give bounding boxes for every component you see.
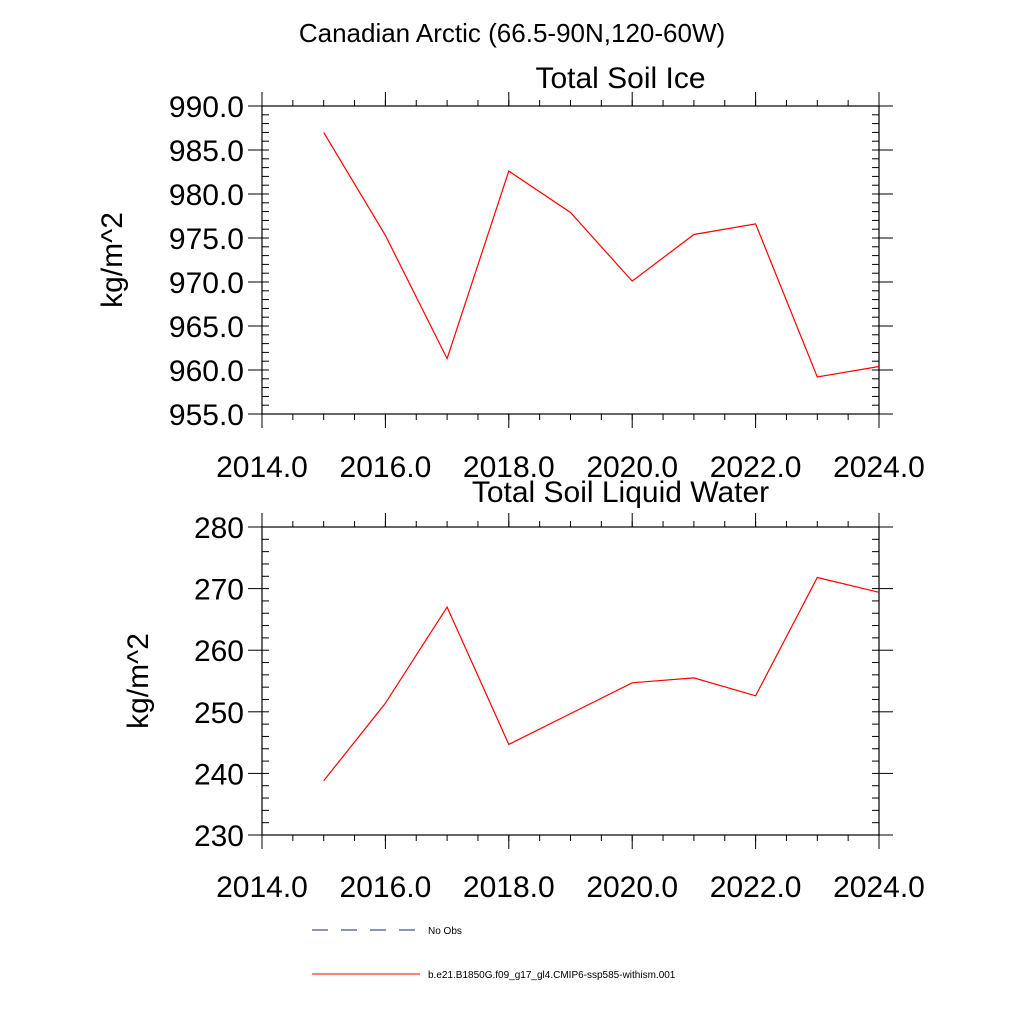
y-tick-label: 990.0 bbox=[169, 91, 244, 124]
figure-title: Canadian Arctic (66.5-90N,120-60W) bbox=[299, 18, 725, 48]
x-tick-label: 2020.0 bbox=[586, 451, 678, 484]
series-line bbox=[323, 132, 880, 378]
x-tick-label: 2014.0 bbox=[216, 871, 308, 904]
chart-panel-1: Total Soil Ice kg/m^2 2014.0 2016.0 2018.0 20… bbox=[96, 62, 925, 484]
x-tick-label: 2022.0 bbox=[710, 451, 802, 484]
y-tick-label: 240 bbox=[194, 758, 244, 791]
y-tick-label: 280 bbox=[194, 512, 244, 545]
x-tick-label: 2016.0 bbox=[340, 871, 432, 904]
series-line bbox=[323, 576, 880, 782]
y-tick-label: 260 bbox=[194, 635, 244, 668]
y-tick-label: 270 bbox=[194, 574, 244, 607]
chart-title: Total Soil Liquid Water bbox=[472, 476, 769, 509]
legend-label: No Obs bbox=[428, 926, 462, 937]
x-tick-label: 2014.0 bbox=[216, 451, 308, 484]
y-tick-label: 985.0 bbox=[169, 135, 244, 168]
legend-label: b.e21.B1850G.f09_g17_gl4.CMIP6-ssp585-wi… bbox=[428, 970, 676, 981]
x-tick-label: 2018.0 bbox=[463, 871, 555, 904]
x-tick-label: 2016.0 bbox=[340, 451, 432, 484]
x-tick-label: 2018.0 bbox=[463, 451, 555, 484]
y-axis-label: kg/m^2 bbox=[122, 633, 155, 729]
chart-panel-2: Total Soil Liquid Water kg/m^2 2014.0 2016.… bbox=[122, 476, 925, 904]
y-tick-label: 960.0 bbox=[169, 355, 244, 388]
y-tick-label: 975.0 bbox=[169, 223, 244, 256]
plot-frame bbox=[261, 105, 880, 415]
y-axis-label: kg/m^2 bbox=[96, 212, 129, 308]
x-tick-label: 2024.0 bbox=[833, 451, 925, 484]
y-tick-label: 980.0 bbox=[169, 179, 244, 212]
x-tick-label: 2024.0 bbox=[833, 871, 925, 904]
x-tick-label: 2022.0 bbox=[710, 871, 802, 904]
y-tick-label: 250 bbox=[194, 697, 244, 730]
panels: Total Soil Ice kg/m^2 2014.0 2016.0 2018.0 20… bbox=[96, 62, 925, 904]
chart-title: Total Soil Ice bbox=[535, 62, 705, 95]
x-tick-label: 2020.0 bbox=[586, 871, 678, 904]
y-tick-label: 955.0 bbox=[169, 399, 244, 432]
y-tick-label: 965.0 bbox=[169, 311, 244, 344]
plot-frame bbox=[261, 526, 880, 836]
y-tick-label: 970.0 bbox=[169, 267, 244, 300]
legend: No Obs b.e21.B1850G.f09_g17_gl4.CMIP6-ssp… bbox=[312, 926, 676, 981]
y-tick-label: 230 bbox=[194, 820, 244, 853]
